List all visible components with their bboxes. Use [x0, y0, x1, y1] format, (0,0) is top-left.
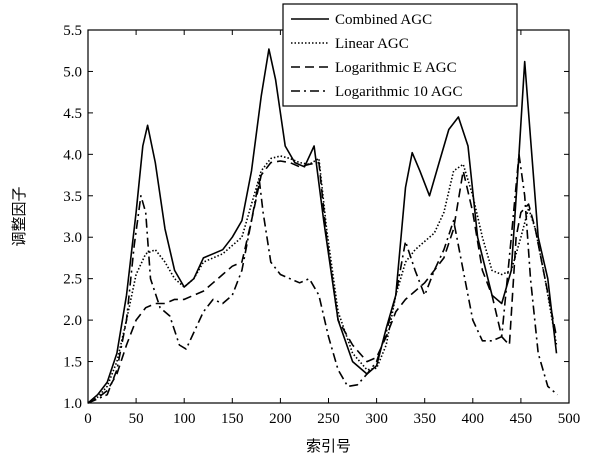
legend: Combined AGC Linear AGC Logarithmic E AGC L…	[282, 3, 518, 107]
legend-label-4: Logarithmic 10 AGC	[335, 84, 463, 100]
y-tick-label: 4.5	[63, 106, 82, 122]
x-axis-title: 索引号	[306, 437, 351, 455]
series-line-4	[87, 153, 559, 404]
y-axis: 1.0 1.5 2.0 2.5 3.0 3.5 4.0 4.5 5.0 5.5	[63, 23, 569, 412]
plot-lines	[87, 48, 559, 404]
x-tick-label: 300	[365, 411, 388, 427]
y-tick-label: 2.0	[63, 313, 82, 329]
x-tick-label: 500	[558, 411, 581, 427]
y-tick-label: 3.5	[63, 189, 82, 205]
x-axis: 0 50 100 150 200 250 300 350 400 450 500	[84, 30, 580, 427]
y-tick-label: 5.5	[63, 23, 82, 39]
x-tick-label: 400	[462, 411, 485, 427]
y-tick-label: 2.5	[63, 272, 82, 288]
x-tick-label: 0	[84, 411, 92, 427]
x-tick-label: 100	[173, 411, 196, 427]
series-line-3	[87, 160, 558, 404]
x-tick-label: 200	[269, 411, 292, 427]
y-tick-label: 1.5	[63, 355, 82, 371]
x-tick-label: 450	[510, 411, 533, 427]
legend-label-1: Combined AGC	[335, 12, 432, 28]
legend-label-2: Linear AGC	[335, 36, 409, 52]
y-tick-label: 5.0	[63, 64, 82, 80]
y-tick-label: 1.0	[63, 396, 82, 412]
x-tick-label: 350	[413, 411, 436, 427]
series-line-2	[87, 155, 558, 404]
x-tick-label: 50	[129, 411, 144, 427]
legend-box	[282, 3, 518, 107]
x-tick-label: 250	[317, 411, 340, 427]
y-tick-label: 4.0	[63, 147, 82, 163]
y-tick-label: 3.0	[63, 230, 82, 246]
series-line-1	[87, 48, 558, 404]
y-axis-title: 调整因子	[10, 186, 28, 246]
legend-label-3: Logarithmic E AGC	[335, 60, 457, 76]
x-tick-label: 150	[221, 411, 244, 427]
